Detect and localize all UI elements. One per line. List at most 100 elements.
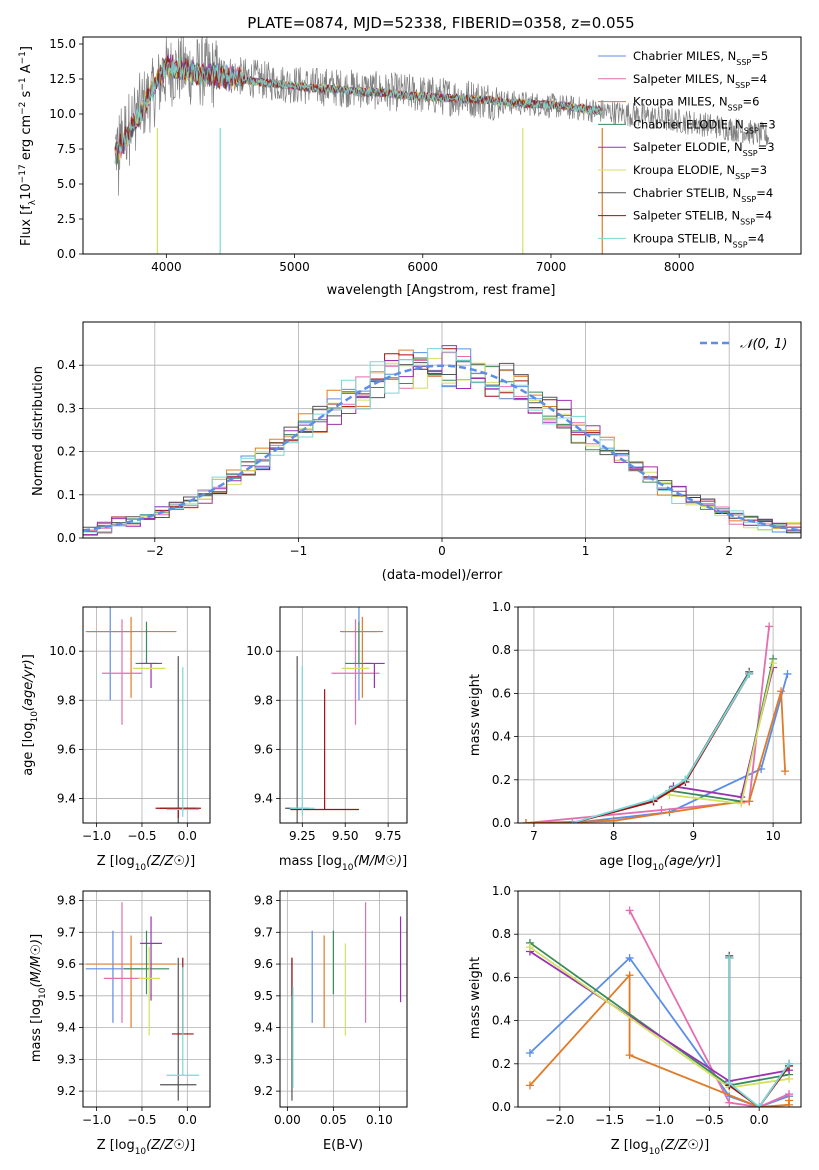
y-tick-label: 0.2 xyxy=(492,773,511,787)
label-text: Z [log xyxy=(97,854,135,869)
label-math: (Z/Z☉) xyxy=(146,854,190,869)
legend-label-n: =6 xyxy=(743,95,760,109)
residuals-plot-area: −2 −1 0 1 2 0.0 0.1 0.2 0.3 0.4 xyxy=(57,321,802,558)
y-tick-label: 2.5 xyxy=(57,212,76,226)
x-tick-label: 8000 xyxy=(664,260,695,274)
mass-weight-line-kroupa_stelib xyxy=(571,673,750,823)
legend-label-n: =4 xyxy=(750,72,767,86)
x-tick-label: −1.0 xyxy=(82,829,111,843)
marker-kroupa_stelib xyxy=(755,1103,764,1107)
y-tick-label: 9.5 xyxy=(57,989,76,1003)
y-tick-label: 9.5 xyxy=(254,989,273,1003)
legend-label-chabrier_elodie: Chabrier ELODIE, NSSP=3 xyxy=(633,117,776,135)
marker-salpeter_miles xyxy=(625,906,634,915)
observed-spectrum-line xyxy=(114,37,770,196)
legend-label-main: Chabrier STELIB, N xyxy=(633,186,741,200)
y-tick-label: 1.0 xyxy=(492,884,511,898)
mass-weight-vs-age-panel: 7 8 9 10 0.0 0.2 0.4 0.6 0.8 1.0 xyxy=(492,600,802,843)
y-tick-label: 0.6 xyxy=(492,686,511,700)
label-text: mass [log xyxy=(29,999,44,1062)
age-vs-mass-panel: 9.25 9.50 9.75 9.4 9.6 9.8 10.0 xyxy=(246,606,408,843)
legend-label-n: =4 xyxy=(748,231,765,245)
label-text: Z [log xyxy=(611,1138,649,1153)
y-tick-label: 9.7 xyxy=(254,925,273,939)
residuals-xlabel: (data-model)/error xyxy=(382,568,503,583)
mass-vs-Z-xlabel: Z [log10(Z/Z☉)] xyxy=(97,1138,195,1157)
x-tick-label: 9.75 xyxy=(375,829,402,843)
label-sub: 10 xyxy=(135,1147,147,1157)
plot-content xyxy=(285,607,385,823)
marker-kroupa_elodie xyxy=(785,1074,794,1083)
marker-kroupa_stelib xyxy=(681,775,690,784)
y-tick-label: 0.0 xyxy=(492,816,511,830)
x-tick-label: 9 xyxy=(690,829,698,843)
label-text: ] xyxy=(402,854,407,869)
marker-salpeter_miles xyxy=(725,1098,734,1107)
plot-content xyxy=(85,607,201,823)
marker-salpeter_miles xyxy=(765,622,774,631)
age-vs-Z-xlabel: Z [log10(Z/Z☉)] xyxy=(97,854,195,873)
ylabel-part: −2 xyxy=(18,102,28,115)
label-math: (age/yr) xyxy=(21,659,36,711)
label-sub: 10 xyxy=(649,1147,661,1157)
axes-frame xyxy=(82,321,802,539)
y-tick-label: 9.4 xyxy=(57,791,76,805)
mass-weight-line-kroupa_miles xyxy=(525,690,786,823)
mass-weight-line-chabrier_stelib xyxy=(571,671,750,823)
legend-label-sub: SSP xyxy=(735,80,750,89)
x-tick-label: 10 xyxy=(765,829,780,843)
y-tick-label: 9.3 xyxy=(57,1052,76,1066)
x-tick-label: 0 xyxy=(438,544,446,558)
ylabel-part: −17 xyxy=(18,164,28,183)
legend-label-n: =4 xyxy=(756,186,773,200)
legend-label-main: Chabrier MILES, N xyxy=(633,49,736,63)
legend-label-n: =5 xyxy=(751,49,768,63)
x-tick-label: 9.50 xyxy=(332,829,359,843)
marker-kroupa_stelib xyxy=(568,819,577,823)
age-vs-Z-ylabel: age [log10(age/yr)] xyxy=(21,654,40,776)
legend-label-salpeter_miles: Salpeter MILES, NSSP=4 xyxy=(633,72,767,90)
y-tick-label: 12.5 xyxy=(49,72,76,86)
legend-label-sub: SSP xyxy=(743,149,758,158)
plot-content xyxy=(83,345,801,538)
legend-label-main: Kroupa ELODIE, N xyxy=(633,163,735,177)
label-math: (age/yr) xyxy=(664,854,716,869)
x-tick-label: 7 xyxy=(530,829,538,843)
y-tick-label: 0.6 xyxy=(492,970,511,984)
legend-label-chabrier_miles: Chabrier MILES, NSSP=5 xyxy=(633,49,768,67)
label-text: ] xyxy=(29,934,44,939)
label-math: (M/M☉) xyxy=(353,854,402,869)
legend-label-sub: SSP xyxy=(744,126,759,135)
label-text: ] xyxy=(716,854,721,869)
y-tick-label: 15.0 xyxy=(49,37,76,51)
mass-vs-ebv-panel: 0.00 0.05 0.10 9.2 9.3 9.4 9.5 9.6 9.7 9.8 xyxy=(254,890,408,1127)
y-tick-label: 7.5 xyxy=(57,142,76,156)
plot-content xyxy=(114,37,770,254)
mass-weight-vs-Z-xlabel: Z [log10(Z/Z☉)] xyxy=(611,1138,709,1157)
mass-weight-vs-age-xlabel: age [log10(age/yr)] xyxy=(599,854,721,873)
y-tick-label: 0.1 xyxy=(57,488,76,502)
ylabel-part: Flux [f xyxy=(19,205,34,246)
ylabel-part: −1 xyxy=(18,51,28,64)
axes-frame xyxy=(517,606,802,824)
plot-content xyxy=(521,622,792,823)
marker-kroupa_miles xyxy=(745,797,754,806)
marker-kroupa_miles xyxy=(609,816,618,823)
mass-weight-line-chabrier_miles xyxy=(572,673,789,823)
legend-label-sub: SSP xyxy=(740,217,755,226)
residuals-legend: 𝒩(0, 1) xyxy=(700,337,787,352)
y-tick-label: 0.3 xyxy=(57,401,76,415)
label-sub: 10 xyxy=(342,863,354,873)
label-text: ] xyxy=(190,854,195,869)
spectrum-xlabel: wavelength [Angstrom, rest frame] xyxy=(327,283,556,298)
age-vs-mass-xlabel: mass [log10(M/M☉)] xyxy=(279,854,407,873)
label-math: (Z/Z☉) xyxy=(660,1138,704,1153)
x-tick-label: −0.5 xyxy=(695,1113,724,1127)
spectrum-panel: PLATE=0874, MJD=52338, FIBERID=0358, z=0… xyxy=(18,14,802,298)
legend-label-sub: SSP xyxy=(728,103,743,112)
mass-vs-Z-ylabel: mass [log10(M/M☉)] xyxy=(29,934,48,1062)
x-tick-label: 0.0 xyxy=(178,1113,197,1127)
x-tick-label: −1.0 xyxy=(645,1113,674,1127)
label-math: (Z/Z☉) xyxy=(146,1138,190,1153)
legend-label-salpeter_stelib: Salpeter STELIB, NSSP=4 xyxy=(633,209,772,227)
